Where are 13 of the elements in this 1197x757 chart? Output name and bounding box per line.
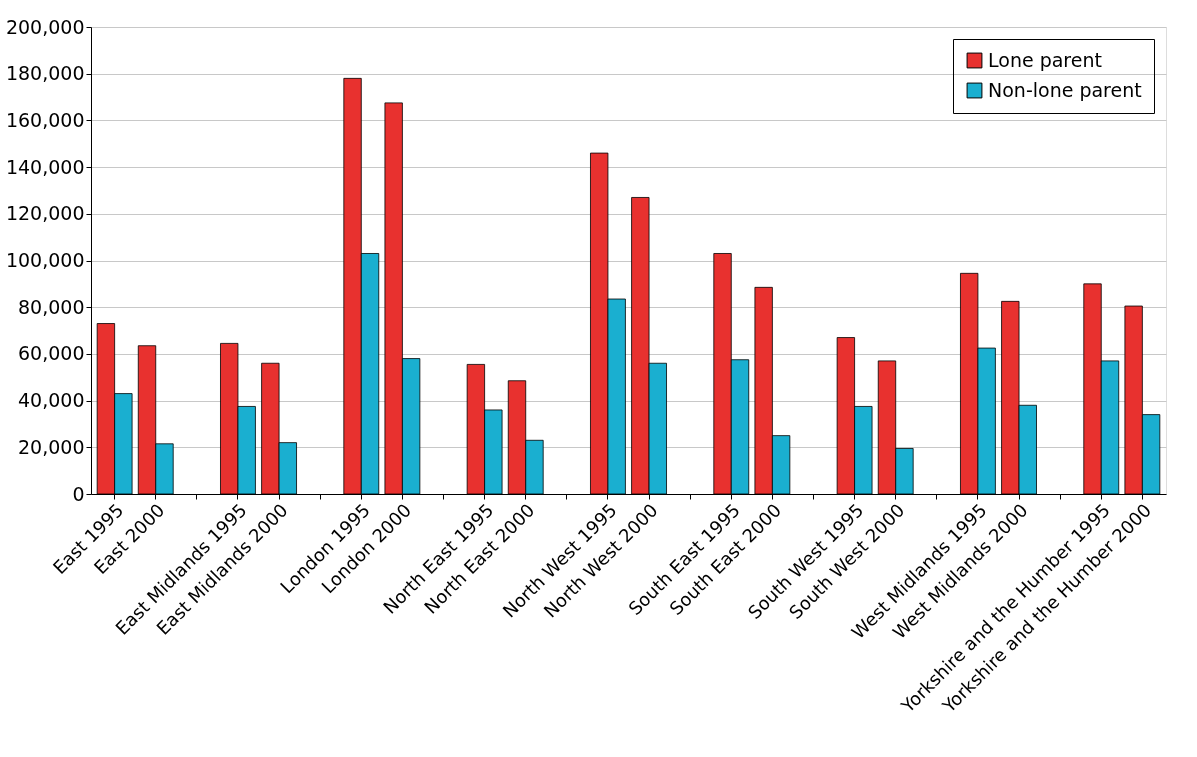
y-tick-label: 0	[72, 482, 85, 505]
y-tick-label: 180,000	[5, 62, 85, 85]
y-tick-label: 40,000	[18, 389, 85, 412]
y-tick-label: 120,000	[5, 202, 85, 225]
y-tick-label: 200,000	[5, 15, 85, 38]
y-tick-label: 100,000	[5, 249, 85, 271]
y-tick-label: 60,000	[18, 342, 85, 365]
y-tick-label: 140,000	[5, 155, 85, 178]
legend-label: Non-lone parent	[988, 78, 1142, 101]
y-tick-label: 160,000	[5, 108, 85, 131]
legend-label: Lone parent	[988, 48, 1102, 71]
y-tick-label: 80,000	[18, 295, 85, 318]
y-tick-label: 20,000	[18, 435, 85, 458]
